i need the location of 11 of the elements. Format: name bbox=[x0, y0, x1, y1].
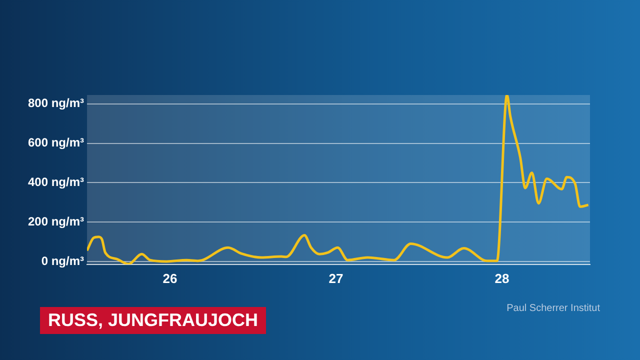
x-tick-label: 26 bbox=[162, 270, 178, 286]
x-tick-label: 27 bbox=[328, 270, 344, 286]
y-tick-label: 200 ng/m³ bbox=[28, 214, 84, 228]
line-series bbox=[87, 95, 590, 264]
y-tick-label: 800 ng/m³ bbox=[28, 96, 84, 110]
text: RUSS, JUNGFRAUJOCH bbox=[40, 307, 266, 334]
y-tick-label: 0 ng/m³ bbox=[41, 254, 84, 268]
y-tick-label: 600 ng/m³ bbox=[28, 136, 84, 150]
text: Paul Scherrer Institut bbox=[506, 303, 600, 314]
y-tick-label: 400 ng/m³ bbox=[28, 174, 84, 189]
x-tick-label: 28 bbox=[494, 270, 510, 286]
